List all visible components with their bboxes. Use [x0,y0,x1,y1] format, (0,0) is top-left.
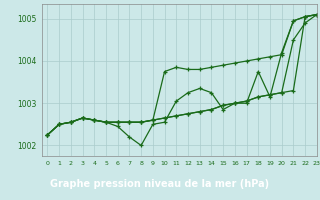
Text: Graphe pression niveau de la mer (hPa): Graphe pression niveau de la mer (hPa) [51,179,269,189]
